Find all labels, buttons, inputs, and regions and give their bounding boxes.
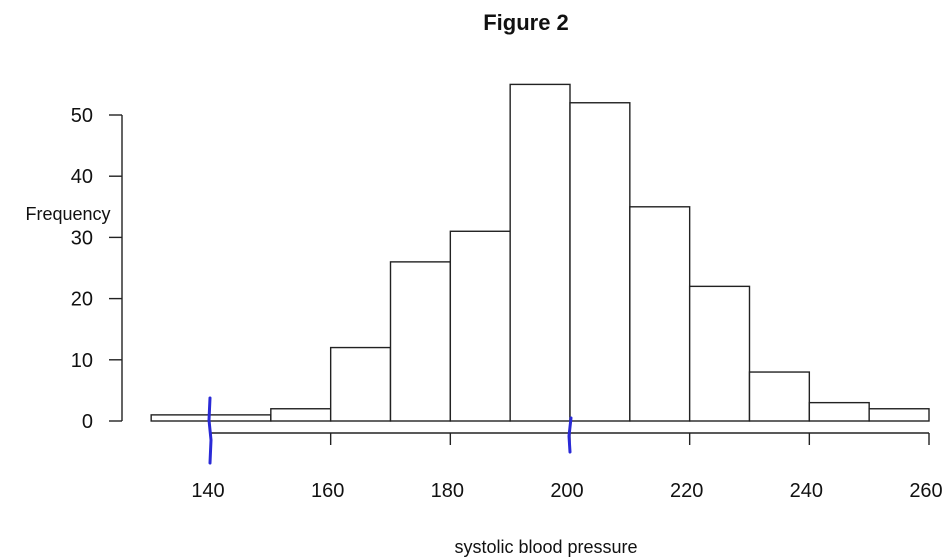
y-axis: 0 10 20 30 40 50 — [71, 105, 123, 433]
histogram-bar — [688, 285, 751, 422]
x-tick-label: 160 — [311, 480, 344, 502]
histogram-bar — [808, 401, 870, 422]
y-axis-label: Frequency — [25, 204, 110, 224]
histogram-bar — [509, 83, 571, 422]
annotation-marks — [207, 396, 573, 465]
x-tick-label: 140 — [191, 480, 224, 502]
histogram-bar — [449, 230, 511, 422]
histogram-bar — [389, 261, 452, 422]
bars-group — [150, 83, 930, 422]
x-tick-label: 240 — [790, 480, 823, 502]
histogram-bar — [868, 408, 930, 422]
hand-drawn-mark — [207, 396, 213, 465]
y-tick-label: 20 — [71, 289, 93, 311]
x-tick-label: 260 — [909, 480, 942, 502]
x-axis-label: systolic blood pressure — [454, 537, 637, 557]
x-tick-label: 220 — [670, 480, 703, 502]
histogram-bar — [150, 414, 272, 422]
chart-title: Figure 2 — [483, 10, 569, 35]
histogram-bar — [329, 346, 392, 422]
histogram-bar — [748, 371, 811, 422]
histogram-bar — [629, 206, 691, 422]
histogram-bar — [270, 408, 332, 422]
y-tick-label: 30 — [71, 227, 93, 249]
histogram-bar — [569, 102, 631, 422]
hand-drawn-mark — [567, 416, 573, 454]
y-tick-label: 10 — [71, 350, 93, 372]
x-axis: 140 160 180 200 220 240 260 — [191, 432, 943, 502]
y-tick-label: 0 — [82, 411, 93, 433]
x-tick-label: 200 — [550, 480, 583, 502]
x-tick-label: 180 — [431, 480, 464, 502]
y-tick-label: 40 — [71, 166, 93, 188]
y-tick-label: 50 — [71, 105, 93, 127]
